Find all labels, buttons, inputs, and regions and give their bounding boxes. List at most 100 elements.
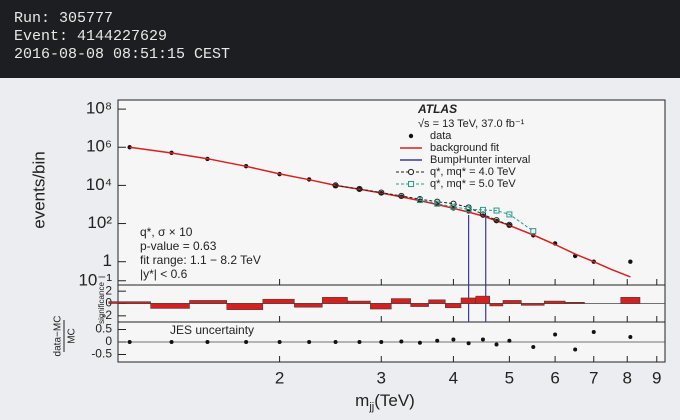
x-tick-label: 5 [505,368,514,387]
signal-point [493,207,500,214]
x-tick-label: 7 [589,368,598,387]
legend-label: q*, mq* = 5.0 TeV [430,178,516,190]
significance-bar [294,303,323,308]
data-point [628,259,633,264]
significance-bar [391,298,411,304]
ratio-point [127,340,132,344]
signal-point [332,182,339,189]
legend-label: background fit [430,142,499,154]
y-tick-label: 0 [105,334,112,348]
significance-bar [410,303,429,307]
signal-point [378,189,385,196]
legend-swatch [407,168,415,176]
ratio-point [628,335,633,339]
significance-bar [108,301,151,304]
y-tick-label: -0.5 [91,347,112,361]
significance-bar [428,299,446,304]
signal-point [416,197,423,204]
x-axis-title-main: m [355,391,369,410]
x-tick-label: 9 [652,368,661,387]
ratio-point [277,340,282,344]
significance-bar [521,303,545,306]
significance-bar [150,303,190,309]
signal-point [479,211,487,218]
legend-label: q*, mq* = 4.0 TeV [430,166,516,178]
y-tick-label: 0.5 [95,322,112,336]
significance-bar [347,300,371,304]
x-axis-title: mjj(TeV) [355,391,415,412]
x-tick-label: 2 [275,368,284,387]
ratio-point [333,340,338,344]
signal-point [506,221,513,228]
event-label: Event: 4144227629 [14,28,167,45]
signal-point [356,185,363,193]
x-tick-label: 3 [377,368,386,387]
ratio-point [591,330,596,334]
significance-bar [620,297,641,304]
significance-bar [475,295,490,304]
ratio-point [553,332,558,337]
run-label: Run: 305777 [14,10,113,27]
x-tick-label: 4 [449,368,458,387]
legend-label: data [430,130,452,142]
x-tick-label: 8 [623,368,632,387]
significance-bar [502,300,522,304]
ratio-point [480,337,485,342]
ratio-point [244,340,249,344]
ratio-point [399,339,404,344]
signal-point [434,200,441,207]
plot-frame [117,99,666,363]
signal-line [335,184,510,226]
signal-point [479,206,486,213]
ratio-point [205,340,210,344]
significance-bar [322,297,348,304]
signal-point [493,217,500,224]
ratio-point [357,340,362,344]
legend-label: BumpHunter interval [430,154,530,166]
y-tick-label: -2 [101,308,112,322]
y-tick-label: 10² [87,213,112,232]
significance-bar [370,303,392,310]
y-axis-title: data−MC [53,316,64,357]
y-axis-title: MC [67,328,78,344]
y-axis-title: significance [97,282,106,324]
header-band [0,0,680,78]
significance-bar [460,297,477,304]
x-tick-label: 6 [550,368,559,387]
legend-swatch [408,133,414,139]
y-tick-label: 10⁴ [86,175,112,194]
ratio-point [379,340,384,344]
ratio-point [507,338,512,343]
x-axis-title-sub: jj [368,401,374,413]
y-tick-label: 10⁶ [86,137,112,156]
signal-point [398,192,405,200]
ratio-point [494,342,499,347]
signal-point [450,200,457,207]
ratio-point [466,341,471,346]
y-tick-label: 10⁻¹ [78,270,112,289]
ratio-point [307,340,312,344]
legend-swatch [408,181,414,187]
ratio-point [573,347,578,352]
ratio-point [451,337,456,342]
signal-point [530,228,537,235]
note: |y*| < 0.6 [140,267,188,281]
note: fit range: 1.1 − 8.2 TeV [140,253,261,267]
signal-point [450,203,457,210]
significance-bar [226,303,264,310]
ratio-point [435,338,440,343]
energy-label: √s = 13 TeV, 37.0 fb⁻¹ [418,118,525,130]
significance-bar [189,300,228,304]
experiment-label: ATLAS [417,102,457,116]
ratio-point [169,340,174,344]
y-tick-label: 2 [105,283,112,297]
significance-bar [262,298,295,304]
time-label: 2016-08-08 08:51:15 CEST [14,46,230,63]
x-axis-title-unit: (TeV) [374,391,415,410]
signal-point [506,211,513,218]
panel-annotation: JES uncertainty [170,323,254,337]
significance-bar [445,303,462,309]
significance-bar [489,303,504,307]
note: q*, σ × 10 [140,225,193,239]
